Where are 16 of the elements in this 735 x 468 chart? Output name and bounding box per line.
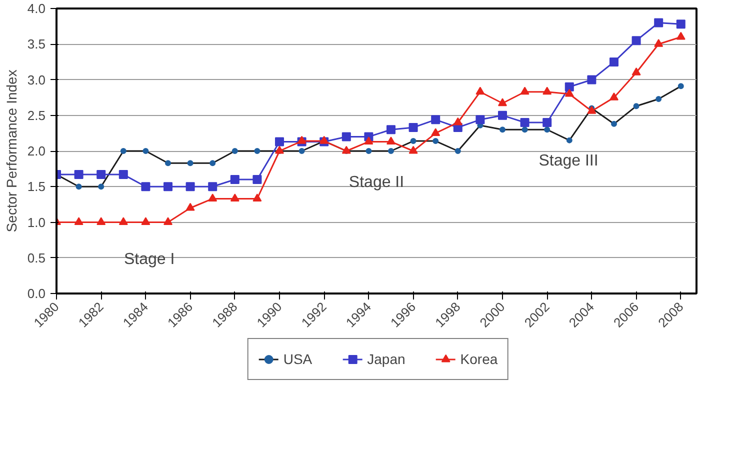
y-tick-label: 0.5: [27, 250, 46, 266]
annotation: Stage III: [538, 152, 598, 170]
legend-label: Korea: [460, 351, 498, 367]
y-tick-label: 3.0: [27, 72, 46, 88]
y-tick-label: 2.5: [27, 108, 46, 123]
annotation: Stage I: [124, 250, 175, 268]
y-tick-label: 1.5: [27, 179, 46, 194]
y-axis-title: Sector Performance Index: [3, 70, 20, 232]
y-tick-label: 2.0: [27, 144, 46, 158]
y-tick-label: 0.0: [27, 286, 46, 301]
y-tick-label: 3.5: [27, 36, 46, 52]
legend-label: Japan: [367, 351, 406, 367]
legend-label: USA: [283, 351, 312, 367]
y-tick-label: 4.0: [27, 1, 46, 16]
annotation: Stage II: [348, 174, 404, 191]
y-tick-label: 1.0: [27, 214, 46, 230]
